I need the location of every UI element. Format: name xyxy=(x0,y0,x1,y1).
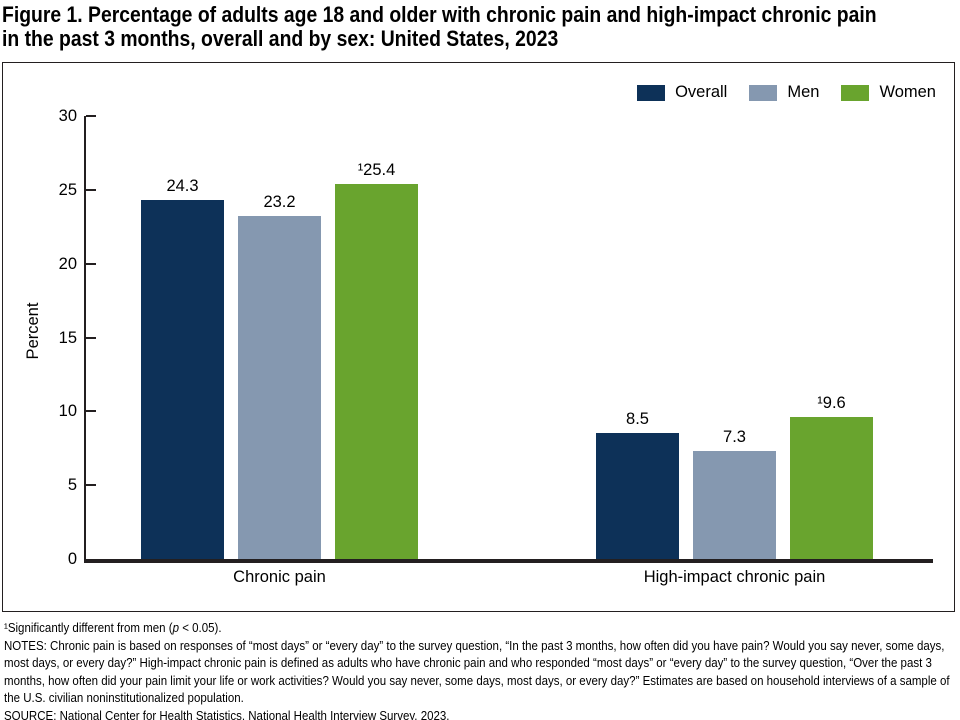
y-tick-label-5: 5 xyxy=(67,476,77,495)
y-axis-line xyxy=(84,116,86,563)
bar-men-chronic-pain xyxy=(238,216,321,559)
y-tick-mark-10 xyxy=(86,410,96,413)
y-tick-label-30: 30 xyxy=(58,107,77,125)
bar-value-label-overall-high-impact-chronic-pain: 8.5 xyxy=(626,410,649,429)
legend-swatch-women xyxy=(841,84,870,101)
x-category-label-high-impact-chronic-pain: High-impact chronic pain xyxy=(643,568,826,586)
legend-label-overall: Overall xyxy=(675,83,728,101)
chart-frame: Overall Men Women Percent 24.3 8.5 23.2 7.3… xyxy=(2,62,955,612)
legend: Overall Men Women xyxy=(637,83,936,102)
footnote-source: SOURCE: National Center for Health Stati… xyxy=(4,707,450,720)
bar-value-label-women-high-impact-chronic-pain: ¹9.6 xyxy=(817,394,846,413)
legend-item-women: Women xyxy=(841,83,936,102)
footnote-significance: ¹Significantly different from men (p < 0… xyxy=(4,619,960,637)
legend-item-overall: Overall xyxy=(637,83,727,102)
y-tick-mark-20 xyxy=(86,262,96,265)
figure-title-line2: in the past 3 months, overall and by sex… xyxy=(2,26,559,51)
bar-women-high-impact-chronic-pain xyxy=(790,417,873,559)
legend-swatch-overall xyxy=(637,84,666,101)
figure-title: Figure 1. Percentage of adults age 18 an… xyxy=(2,3,960,51)
footnote-notes: NOTES: Chronic pain is based on response… xyxy=(4,637,950,706)
legend-item-men: Men xyxy=(749,83,819,102)
y-tick-label-10: 10 xyxy=(58,402,77,421)
footnote-p-italic: p xyxy=(172,620,179,635)
bar-overall-high-impact-chronic-pain xyxy=(596,433,679,559)
legend-label-men: Men xyxy=(787,83,820,101)
x-category-label-chronic-pain: Chronic pain xyxy=(233,568,326,586)
y-tick-label-0: 0 xyxy=(67,550,77,568)
y-tick-mark-25 xyxy=(86,188,96,191)
bar-overall-chronic-pain xyxy=(141,200,224,559)
bar-men-high-impact-chronic-pain xyxy=(693,451,776,559)
footnote-significance-suffix: < 0.05). xyxy=(178,620,222,635)
x-axis-line xyxy=(84,559,933,563)
bar-women-chronic-pain xyxy=(335,183,418,559)
bar-value-label-men-chronic-pain: 23.2 xyxy=(263,193,296,212)
bar-value-label-women-chronic-pain: ¹25.4 xyxy=(357,160,396,179)
footnotes: ¹Significantly different from men (p < 0… xyxy=(4,619,960,720)
y-tick-label-25: 25 xyxy=(58,180,77,199)
y-tick-mark-30 xyxy=(86,115,96,117)
bar-value-label-overall-chronic-pain: 24.3 xyxy=(166,177,199,196)
figure-title-line1: Figure 1. Percentage of adults age 18 an… xyxy=(2,2,877,27)
y-tick-mark-5 xyxy=(86,484,96,487)
legend-label-women: Women xyxy=(879,83,936,101)
y-tick-label-20: 20 xyxy=(58,254,77,273)
footnote-significance-text: ¹Significantly different from men ( xyxy=(4,620,173,635)
legend-swatch-men xyxy=(749,84,778,101)
bar-value-label-men-high-impact-chronic-pain: 7.3 xyxy=(723,428,746,447)
y-tick-label-15: 15 xyxy=(58,328,77,347)
y-tick-mark-15 xyxy=(86,336,96,339)
